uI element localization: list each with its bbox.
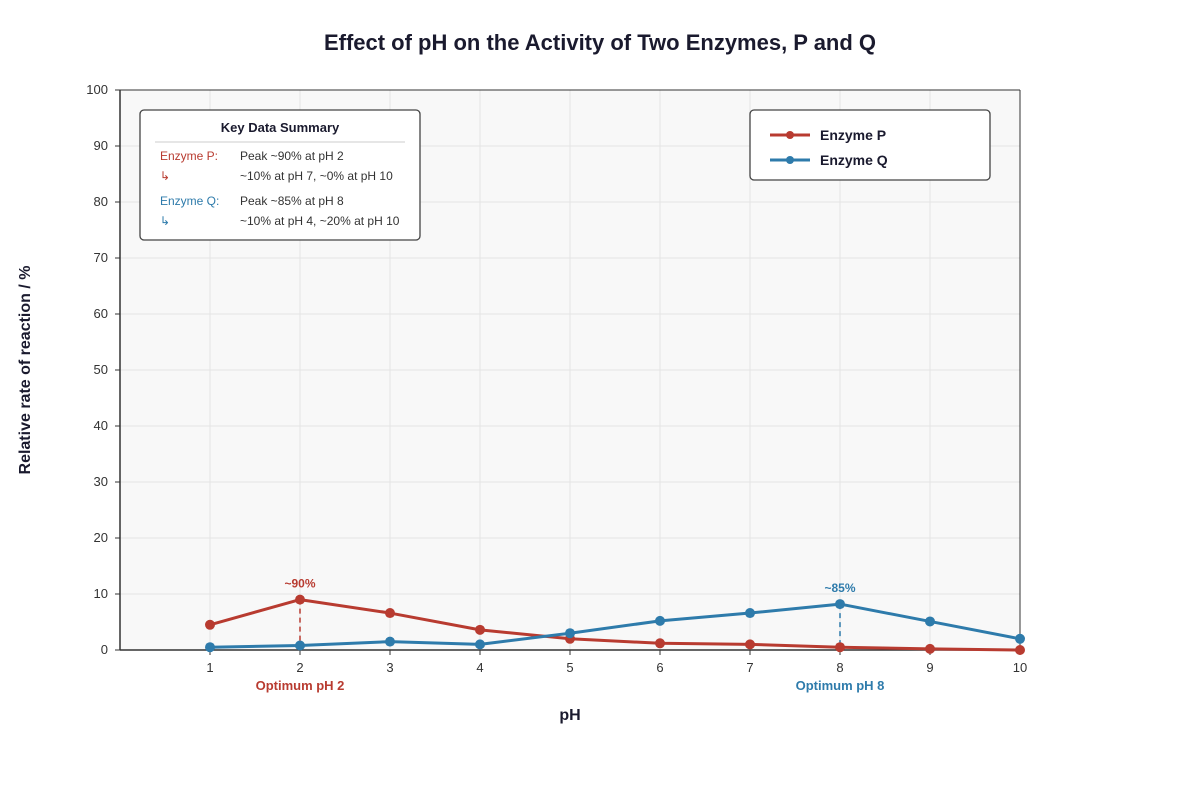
data-point-enzyme-p [205,619,215,630]
peak-annotation: ~90% [284,577,315,591]
summary-row-key: ↳ [160,169,170,183]
legend-label: Enzyme Q [820,152,888,168]
data-point-enzyme-p [385,608,395,619]
x-axis-label: pH [559,707,580,724]
series-enzyme-p [205,594,1025,655]
summary-row: Enzyme Q: Peak ~85% at pH 8 [160,194,344,208]
data-point-enzyme-q [205,642,215,653]
legend-swatch-marker [786,131,794,139]
x-tick-label: 4 [476,660,483,675]
legend: Enzyme P Enzyme Q [749,109,991,181]
data-point-enzyme-q [835,599,845,610]
summary-box-title: Key Data Summary [221,120,340,135]
y-tick-labels: 0 10 20 30 40 50 60 70 80 90 100 [86,82,120,657]
x-tick-label: 7 [746,660,753,675]
summary-row-key: Enzyme P: [160,149,218,163]
legend-item: Enzyme P [770,127,886,143]
data-point-enzyme-q [385,636,395,647]
annotations: ~90% ~85% Optimum pH 2 Optimum pH 8 [256,577,885,693]
legend-frame [749,109,991,181]
x-tick-label: 1 [206,660,213,675]
key-data-summary-box: Key Data Summary Enzyme P: Peak ~90% at p… [139,109,421,241]
optimum-label: Optimum pH 2 [256,678,345,693]
series-line-enzyme-p [209,598,1021,652]
data-point-enzyme-p [835,642,845,653]
series-group [205,594,1025,655]
x-tick-label: 6 [656,660,663,675]
data-point-enzyme-q [655,615,665,626]
y-tick-label: 80 [94,194,108,209]
summary-row-text: ~10% at pH 4, ~20% at pH 10 [240,214,400,228]
y-tick-label: 40 [94,418,108,433]
y-tick-label: 30 [94,474,108,489]
data-point-enzyme-p [925,643,935,654]
legend-swatch-marker [786,156,794,164]
y-tick-label: 90 [94,138,108,153]
summary-row-text: Peak ~85% at pH 8 [240,194,344,208]
y-axis-label: Relative rate of reaction / % [17,266,34,475]
data-point-enzyme-p [475,624,485,635]
y-tick-label: 60 [94,306,108,321]
y-tick-label: 50 [94,362,108,377]
optimum-label: Optimum pH 8 [796,678,885,693]
data-point-enzyme-q [295,640,305,651]
data-point-enzyme-p [295,594,305,605]
chart-title: Effect of pH on the Activity of Two Enzy… [324,30,876,55]
y-tick-label: 70 [94,250,108,265]
x-tick-label: 10 [1013,660,1027,675]
y-tick-label: 100 [86,82,108,97]
data-point-enzyme-q [925,616,935,627]
data-point-enzyme-p [655,638,665,649]
series-line-enzyme-q [209,602,1021,649]
legend-item: Enzyme Q [770,152,888,168]
summary-row: Enzyme P: Peak ~90% at pH 2 [160,149,344,163]
data-point-enzyme-q [475,639,485,650]
y-tick-label: 10 [94,586,108,601]
summary-row: ↳ ~10% at pH 4, ~20% at pH 10 [160,214,400,228]
data-point-enzyme-q [565,628,575,639]
data-point-enzyme-p [745,639,755,650]
y-tick-label: 20 [94,530,108,545]
x-tick-label: 3 [386,660,393,675]
summary-row-text: Peak ~90% at pH 2 [240,149,344,163]
data-point-enzyme-p [1015,645,1025,655]
data-point-enzyme-q [745,608,755,619]
y-tick-label: 0 [101,642,108,657]
x-tick-labels: 1 2 3 4 5 6 7 8 9 10 [206,650,1027,675]
peak-annotation: ~85% [824,581,855,595]
summary-row-key: ↳ [160,214,170,228]
x-tick-label: 8 [836,660,843,675]
data-point-enzyme-q [1015,633,1025,644]
summary-row: ↳ ~10% at pH 7, ~0% at pH 10 [160,169,393,183]
summary-row-text: ~10% at pH 7, ~0% at pH 10 [240,169,393,183]
x-tick-label: 5 [566,660,573,675]
legend-label: Enzyme P [820,127,886,143]
summary-rows: Enzyme P: Peak ~90% at pH 2 ↳ ~10% at pH 7,… [160,149,400,228]
legend-items: Enzyme P Enzyme Q [770,127,888,168]
x-tick-label: 2 [296,660,303,675]
series-enzyme-q [205,599,1025,653]
summary-row-key: Enzyme Q: [160,194,219,208]
x-tick-label: 9 [926,660,933,675]
